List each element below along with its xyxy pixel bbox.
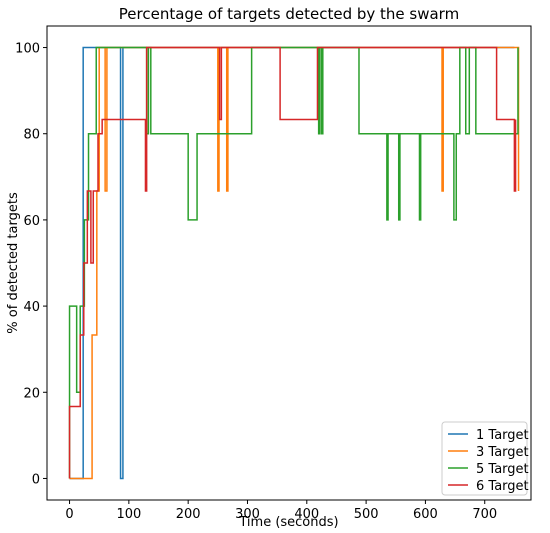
x-tick-label: 100 <box>116 507 141 522</box>
x-tick-label: 600 <box>413 507 438 522</box>
y-axis-label: % of detected targets <box>6 192 21 334</box>
x-tick-label: 200 <box>176 507 201 522</box>
series-layer <box>68 46 520 480</box>
series-line-6-target <box>68 46 517 479</box>
x-tick-label: 0 <box>65 507 73 522</box>
x-tick-label: 500 <box>354 507 379 522</box>
x-axis-label: Time (seconds) <box>238 515 338 530</box>
x-tick-label: 400 <box>294 507 319 522</box>
y-tick-label: 100 <box>15 42 40 57</box>
series-line-5-target <box>68 46 519 479</box>
y-axis-ticks: 0 20 40 60 80 100 <box>15 42 47 487</box>
y-tick-label: 0 <box>32 472 40 487</box>
legend-label-1-target: 1 Target <box>476 428 529 443</box>
legend-label-3-target: 3 Target <box>476 445 529 460</box>
legend-label-6-target: 6 Target <box>476 479 529 494</box>
series-line-1-target <box>69 46 515 480</box>
y-tick-label: 20 <box>23 386 40 401</box>
legend: 1 Target 3 Target 5 Target 6 Target <box>441 421 529 496</box>
y-tick-label: 80 <box>23 128 40 143</box>
series-line-3-target <box>69 46 520 480</box>
chart-title: Percentage of targets detected by the sw… <box>119 5 459 23</box>
x-tick-label: 700 <box>472 507 497 522</box>
legend-label-5-target: 5 Target <box>476 462 529 477</box>
y-tick-label: 60 <box>23 214 40 229</box>
x-axis-ticks: 0 100 200 300 400 500 600 700 <box>65 500 497 522</box>
y-tick-label: 40 <box>23 300 40 315</box>
legend-box <box>441 421 528 496</box>
x-tick-label: 300 <box>235 507 260 522</box>
plot-frame <box>46 25 532 501</box>
